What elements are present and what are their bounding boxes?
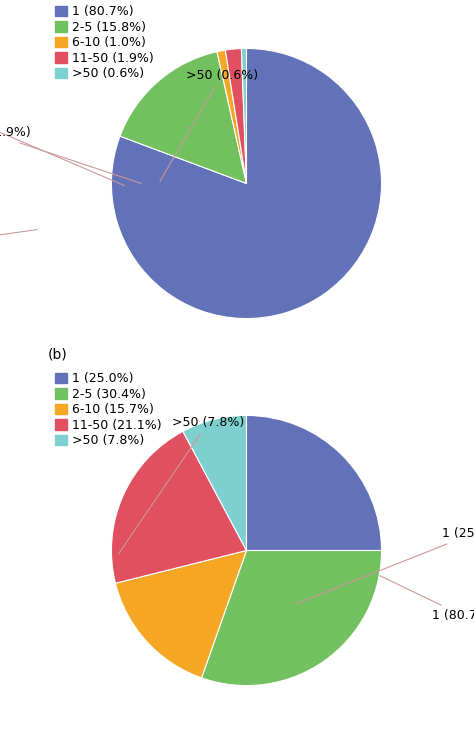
Wedge shape: [217, 50, 246, 184]
Wedge shape: [201, 550, 382, 686]
Text: 11-50 (1.9%): 11-50 (1.9%): [0, 126, 141, 184]
Text: 6-10 (1.0%): 6-10 (1.0%): [0, 103, 125, 186]
Text: (b): (b): [47, 348, 67, 362]
Wedge shape: [183, 415, 246, 550]
Text: 2-5 (15.8%): 2-5 (15.8%): [0, 230, 37, 264]
Wedge shape: [241, 48, 246, 184]
Wedge shape: [246, 415, 382, 550]
Text: >50 (7.8%): >50 (7.8%): [118, 415, 245, 553]
Text: 1 (80.7%): 1 (80.7%): [270, 523, 474, 622]
Legend: 1 (80.7%), 2-5 (15.8%), 6-10 (1.0%), 11-50 (1.9%), >50 (0.6%): 1 (80.7%), 2-5 (15.8%), 6-10 (1.0%), 11-…: [54, 4, 155, 81]
Wedge shape: [111, 432, 246, 584]
Wedge shape: [120, 51, 246, 184]
Text: >50 (0.6%): >50 (0.6%): [160, 69, 258, 181]
Text: 1 (25.0%): 1 (25.0%): [296, 527, 474, 604]
Wedge shape: [111, 48, 382, 319]
Legend: 1 (25.0%), 2-5 (30.4%), 6-10 (15.7%), 11-50 (21.1%), >50 (7.8%): 1 (25.0%), 2-5 (30.4%), 6-10 (15.7%), 11…: [54, 371, 163, 448]
Wedge shape: [116, 550, 246, 678]
Wedge shape: [225, 48, 246, 184]
